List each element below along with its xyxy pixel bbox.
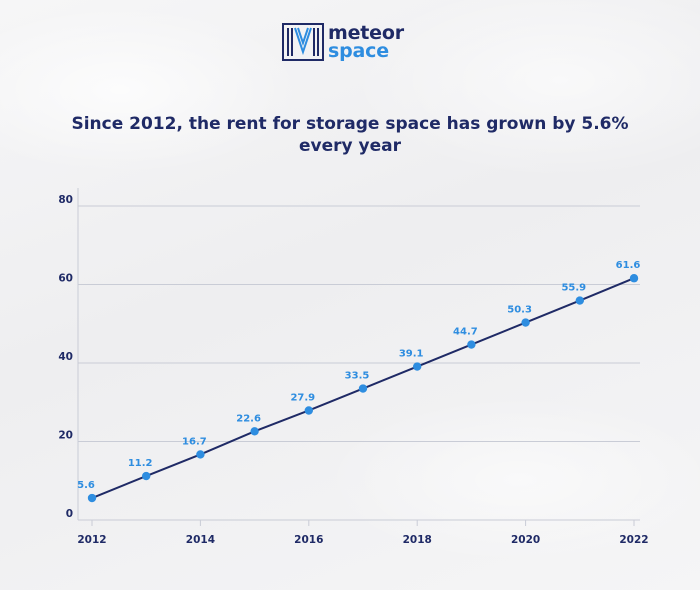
data-label: 33.5 (345, 371, 370, 382)
data-label: 16.7 (182, 436, 207, 447)
logo-wordmark: meteor space (328, 21, 404, 62)
data-points (87, 274, 639, 503)
data-point (250, 427, 259, 436)
y-tick-label: 0 (66, 508, 73, 520)
data-label: 50.3 (507, 305, 532, 316)
x-tick-label: 2022 (619, 534, 648, 546)
data-point (575, 296, 584, 305)
data-point (629, 274, 639, 283)
x-axis-ticks: 2012 2014 2016 2018 2020 2022 (77, 534, 648, 546)
data-label: 61.6 (616, 260, 641, 271)
data-point (358, 384, 368, 393)
y-tick-label: 80 (58, 194, 73, 206)
chart-title: Since 2012, the rent for storage space h… (71, 114, 629, 157)
data-point (196, 450, 205, 459)
logo-word-space: space (328, 40, 389, 62)
data-point (142, 471, 151, 481)
x-tick-label: 2018 (403, 534, 432, 546)
data-label: 39.1 (399, 349, 424, 360)
y-tick-label: 20 (58, 430, 73, 442)
data-point (413, 362, 422, 371)
logo-word-meteor: meteor (328, 21, 404, 44)
data-point (467, 340, 476, 349)
chart-grid (77, 188, 640, 526)
data-point (304, 406, 313, 415)
x-tick-label: 2014 (186, 534, 215, 546)
data-label: 5.6 (77, 480, 95, 491)
y-tick-label: 60 (58, 273, 73, 285)
y-tick-label: 40 (58, 351, 73, 363)
data-label: 27.9 (290, 392, 315, 403)
data-label: 22.6 (236, 413, 261, 424)
x-tick-label: 2016 (294, 534, 323, 546)
meteor-space-logo-icon (282, 23, 324, 61)
y-axis-ticks: 0 20 40 60 80 (58, 194, 73, 520)
data-label: 44.7 (453, 327, 478, 338)
data-label: 55.9 (561, 283, 586, 294)
x-tick-label: 2020 (511, 534, 540, 546)
data-point (87, 493, 97, 503)
data-point (521, 318, 530, 327)
logo: meteor space (282, 22, 404, 62)
data-labels: 5.6 11.2 16.7 22.6 27.9 33.5 39.1 44.7 50.3 55.9 6… (77, 260, 640, 491)
data-label: 11.2 (128, 458, 153, 469)
x-tick-label: 2012 (77, 534, 106, 546)
